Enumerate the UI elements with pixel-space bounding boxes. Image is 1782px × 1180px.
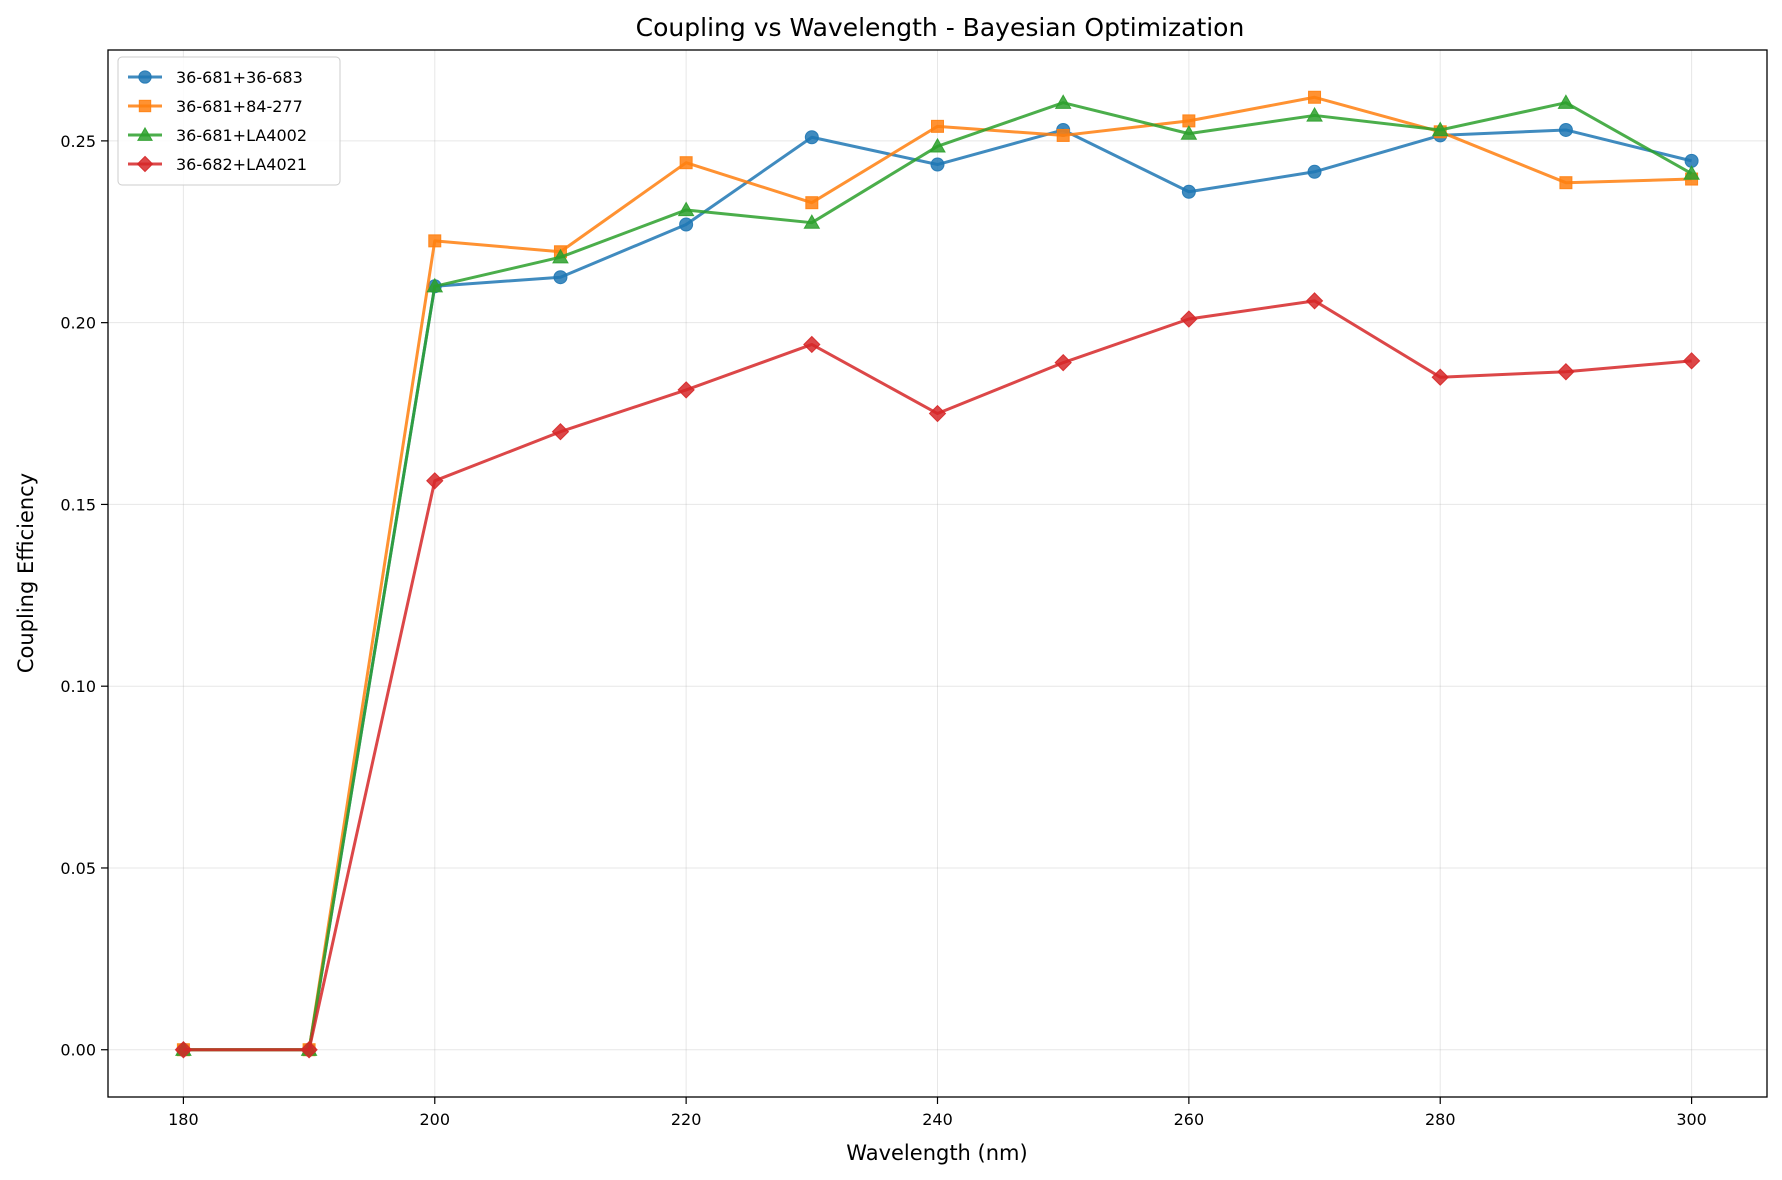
data-point	[553, 270, 568, 285]
data-point	[1308, 90, 1322, 104]
x-tick-label: 200	[419, 1110, 450, 1129]
x-tick-label: 220	[671, 1110, 702, 1129]
data-point	[551, 423, 570, 441]
legend-label: 36-682+LA4021	[176, 155, 307, 174]
data-point	[677, 201, 695, 217]
legend-swatch-marker	[138, 70, 152, 84]
x-tick-label: 280	[1425, 1110, 1456, 1129]
data-point	[803, 335, 821, 354]
y-tick-label: 0.25	[60, 132, 96, 151]
data-point	[1054, 94, 1072, 109]
data-point	[1180, 125, 1198, 140]
series-36-682+LA4021	[174, 292, 1701, 1059]
data-point	[1559, 176, 1573, 190]
legend-swatch-marker	[136, 155, 154, 173]
y-tick-label: 0.05	[60, 859, 96, 878]
data-point	[1306, 106, 1323, 122]
data-point	[930, 157, 945, 172]
data-point	[1431, 121, 1449, 137]
data-point	[1054, 353, 1072, 372]
data-point	[1558, 122, 1573, 137]
data-point	[677, 381, 695, 399]
y-tick-label: 0.00	[60, 1041, 96, 1060]
y-axis-label: Coupling Efficiency	[14, 473, 38, 673]
data-point	[803, 214, 821, 229]
data-point	[931, 119, 944, 133]
legend-label: 36-681+LA4002	[176, 126, 307, 145]
legend-swatch-marker	[137, 126, 153, 141]
chart-title: Coupling vs Wavelength - Bayesian Optimi…	[636, 13, 1245, 42]
data-point	[1305, 292, 1324, 310]
legend-box	[117, 56, 341, 186]
y-tick-label: 0.10	[60, 677, 96, 696]
data-point	[1683, 165, 1700, 180]
legend-item: 36-681+LA4002	[128, 126, 307, 145]
y-tick-label: 0.15	[60, 495, 96, 514]
legend-item: 36-681+36-683	[128, 68, 303, 87]
data-point	[679, 217, 694, 232]
data-point	[1557, 363, 1575, 381]
data-point	[804, 130, 819, 145]
data-point	[300, 1041, 318, 1059]
legend-label: 36-681+84-277	[176, 97, 303, 116]
x-tick-label: 260	[1174, 1110, 1205, 1129]
data-point	[1056, 128, 1070, 142]
x-axis-label: Wavelength (nm)	[846, 1141, 1027, 1165]
x-tick-label: 300	[1676, 1110, 1707, 1129]
series-layer	[174, 90, 1701, 1059]
grid	[108, 50, 1767, 1097]
legend-label: 36-681+36-683	[176, 68, 303, 87]
data-point	[428, 234, 442, 248]
data-point	[929, 137, 946, 153]
data-point	[805, 196, 819, 210]
data-point	[174, 1041, 193, 1059]
data-point	[1307, 164, 1322, 179]
y-tick-label: 0.20	[60, 314, 96, 333]
legend-swatch-marker	[138, 99, 152, 113]
data-point	[1182, 114, 1196, 128]
data-point	[426, 277, 444, 293]
axes: 180 200 220 240 260 280 300 0.00 0.05 0.10 0.15 0.2…	[60, 132, 1706, 1129]
data-point	[552, 248, 569, 264]
data-point	[1682, 352, 1701, 370]
data-point	[1180, 310, 1198, 328]
data-point	[1431, 368, 1449, 386]
x-tick-label: 180	[168, 1110, 199, 1129]
legend-item: 36-681+84-277	[128, 97, 303, 116]
data-point	[928, 404, 947, 423]
data-point	[679, 156, 693, 170]
legend: 36-681+36-683 36-681+84-277 36-681+LA4002 3…	[117, 56, 341, 186]
legend-item: 36-682+LA4021	[128, 155, 307, 174]
x-tick-label: 240	[922, 1110, 953, 1129]
data-point	[1557, 94, 1575, 109]
data-point	[426, 472, 444, 490]
data-point	[1181, 184, 1196, 199]
